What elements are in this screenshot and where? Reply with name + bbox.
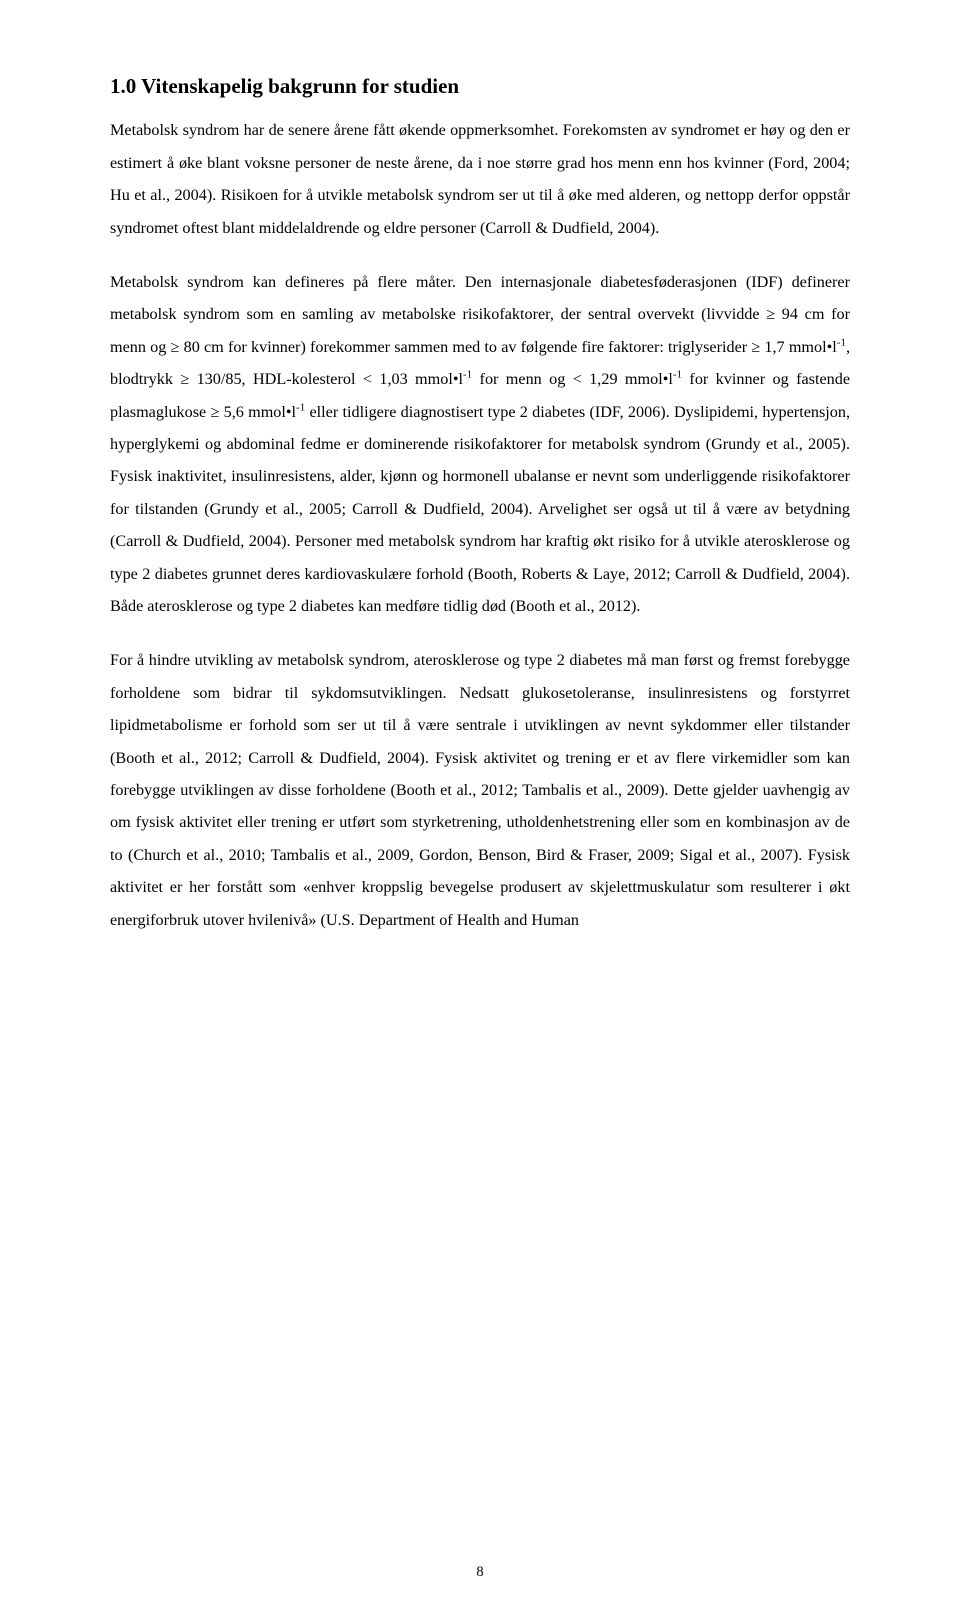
section-heading: 1.0 Vitenskapelig bakgrunn for studien (110, 72, 850, 100)
document-page: 1.0 Vitenskapelig bakgrunn for studien M… (0, 0, 960, 1613)
para2-part-e: eller tidligere diagnostisert type 2 dia… (110, 403, 854, 615)
para2-part-a: Metabolsk syndrom kan defineres på flere… (110, 273, 854, 356)
superscript-neg1: -1 (296, 401, 305, 413)
para2-part-c: for menn og < 1,29 mmol•l (472, 370, 673, 388)
paragraph-2: Metabolsk syndrom kan defineres på flere… (110, 266, 850, 622)
superscript-neg1: -1 (837, 336, 846, 348)
superscript-neg1: -1 (673, 369, 682, 381)
superscript-neg1: -1 (463, 369, 472, 381)
paragraph-1: Metabolsk syndrom har de senere årene få… (110, 114, 850, 244)
paragraph-3: For å hindre utvikling av metabolsk synd… (110, 644, 850, 936)
page-number: 8 (0, 1564, 960, 1581)
